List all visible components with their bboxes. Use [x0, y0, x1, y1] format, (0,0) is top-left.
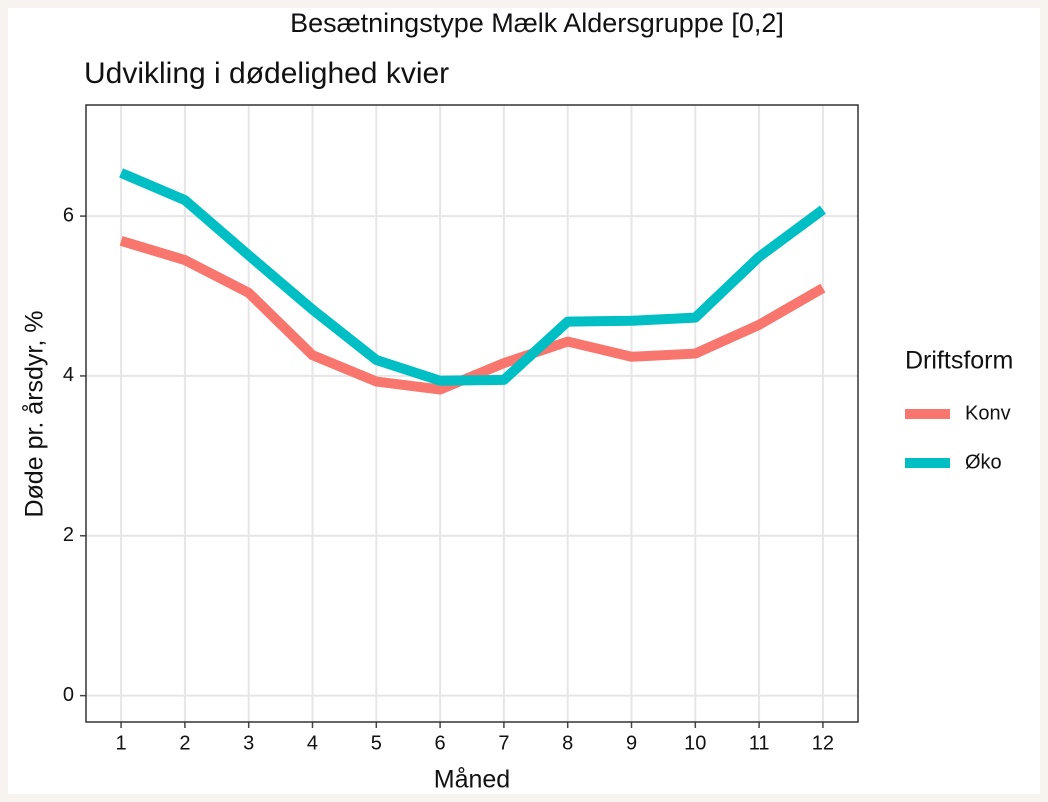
x-tick-label: 3 — [243, 732, 254, 754]
chart-subtitle: Udvikling i dødelighed kvier — [84, 57, 449, 90]
x-axis-label: Måned — [434, 766, 510, 794]
y-tick-label: 6 — [63, 204, 74, 226]
x-tick-label: 9 — [626, 732, 637, 754]
legend-title: Driftsform — [905, 347, 1013, 375]
x-tick-label: 12 — [812, 732, 834, 754]
x-tick-label: 8 — [562, 732, 573, 754]
x-tick-label: 4 — [307, 732, 318, 754]
x-tick-label: 2 — [179, 732, 190, 754]
x-tick-label: 10 — [684, 732, 706, 754]
chart-background — [8, 8, 1040, 794]
y-tick-label: 4 — [63, 364, 74, 386]
x-tick-label: 1 — [116, 732, 127, 754]
legend-label: Konv — [965, 402, 1011, 424]
plot-border — [85, 104, 859, 723]
x-tick-label: 5 — [371, 732, 382, 754]
x-tick-label: 11 — [749, 732, 770, 754]
chart-title: Besætningstype Mælk Aldersgruppe [0,2] — [290, 8, 784, 38]
y-tick-label: 0 — [63, 684, 74, 706]
legend-label: Øko — [965, 451, 1002, 473]
y-tick-label: 2 — [63, 524, 74, 546]
y-axis-label: Døde pr. årsdyr, % — [21, 310, 49, 517]
x-tick-label: 6 — [435, 732, 446, 754]
x-tick-label: 7 — [498, 732, 509, 754]
line-series — [119, 168, 826, 386]
